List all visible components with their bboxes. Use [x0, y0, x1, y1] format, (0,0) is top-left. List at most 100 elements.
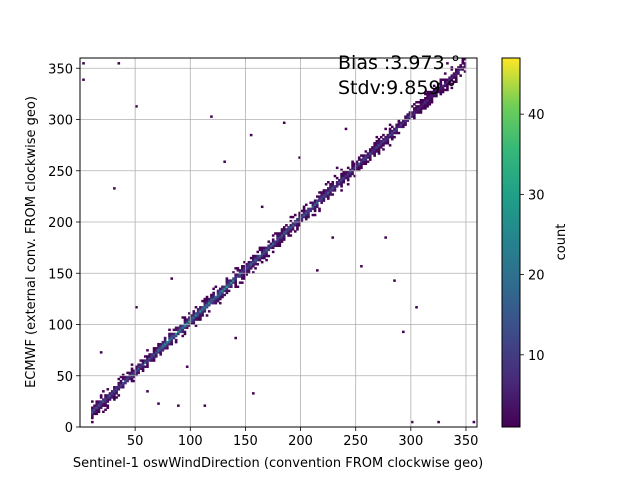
heatmap-cell [322, 189, 326, 192]
heatmap-cell [265, 254, 268, 258]
heatmap-cell [375, 140, 379, 143]
heatmap-cell [179, 330, 182, 334]
heatmap-cell [91, 406, 94, 409]
heatmap-cell [346, 170, 350, 174]
heatmap-cell [185, 322, 189, 325]
heatmap-cell [417, 111, 421, 114]
heatmap-cell [302, 205, 306, 209]
heatmap-cell [157, 345, 160, 348]
heatmap-cell [421, 99, 425, 102]
heatmap-cell [327, 191, 330, 194]
heatmap-cell [265, 258, 268, 262]
heatmap-cell [102, 402, 105, 405]
heatmap-cell [293, 230, 297, 233]
heatmap-cell [170, 336, 174, 340]
heatmap-cell [293, 224, 297, 227]
heatmap-cell [234, 283, 237, 286]
heatmap-cell [463, 70, 467, 73]
heatmap-cell [236, 267, 240, 270]
heatmap-cell [260, 248, 264, 252]
heatmap-cell [163, 345, 167, 348]
heatmap-cell [402, 119, 405, 122]
heatmap-cell [289, 224, 293, 227]
heatmap-cell [282, 228, 286, 231]
heatmap-cell [194, 306, 198, 309]
heatmap-cell [172, 328, 176, 332]
heatmap-cell [419, 111, 423, 114]
heatmap-cell [430, 96, 434, 100]
heatmap-cell [384, 236, 387, 239]
heatmap-cell [388, 144, 392, 147]
heatmap-cell [210, 299, 213, 303]
heatmap-cell [399, 123, 403, 127]
heatmap-cell [216, 299, 220, 303]
heatmap-cell [241, 267, 244, 270]
heatmap-cell [353, 164, 357, 168]
heatmap-cell [135, 373, 138, 377]
heatmap-cell [205, 306, 209, 309]
heatmap-cell [375, 146, 379, 149]
heatmap-cell [322, 197, 326, 200]
heatmap-cell [419, 109, 423, 112]
heatmap-cell [146, 363, 149, 366]
heatmap-cell [174, 340, 178, 344]
heatmap-cell [172, 334, 176, 338]
heatmap-cell [399, 121, 403, 124]
heatmap-cell [377, 142, 381, 145]
heatmap-cell [168, 334, 171, 338]
colorbar-tick-label: 30 [528, 188, 545, 203]
heatmap-cell [99, 400, 103, 403]
heatmap-cell [223, 285, 226, 288]
heatmap-cell [355, 160, 359, 163]
heatmap-cell [132, 373, 136, 377]
heatmap-cell [454, 76, 458, 79]
colorbar-tick-label: 20 [528, 269, 545, 284]
heatmap-cell [340, 174, 343, 178]
heatmap-cell [393, 135, 396, 139]
heatmap-cell [366, 152, 370, 155]
heatmap-cell [225, 279, 229, 282]
heatmap-cell [252, 256, 255, 260]
heatmap-cell [364, 154, 368, 157]
heatmap-cell [300, 215, 304, 219]
heatmap-cell [355, 164, 359, 168]
heatmap-cell [113, 386, 116, 389]
heatmap-cell [386, 140, 390, 143]
heatmap-cell [106, 394, 110, 397]
heatmap-cell [351, 162, 354, 165]
heatmap-cell [163, 340, 167, 344]
heatmap-cell [408, 117, 412, 120]
heatmap-cell [291, 228, 295, 231]
heatmap-cell [282, 226, 286, 229]
heatmap-cell [199, 308, 202, 311]
heatmap-cell [212, 299, 215, 303]
heatmap-cell [304, 217, 308, 221]
heatmap-cell [384, 127, 387, 131]
heatmap-cell [313, 201, 317, 204]
heatmap-cell [331, 189, 335, 192]
heatmap-cell [450, 82, 454, 86]
heatmap-cell [388, 127, 392, 131]
heatmap-cell [210, 297, 213, 301]
heatmap-cell [210, 115, 213, 118]
heatmap-cell [296, 222, 299, 225]
heatmap-cell [324, 193, 328, 196]
heatmap-cell [329, 193, 332, 196]
heatmap-cell [340, 172, 343, 176]
heatmap-cell [437, 86, 440, 90]
heatmap-cell [265, 248, 268, 252]
heatmap-cell [97, 410, 101, 414]
heatmap-cell [216, 297, 220, 301]
heatmap-cell [280, 234, 284, 237]
heatmap-cell [327, 197, 330, 200]
heatmap-cell [243, 269, 246, 272]
heatmap-cell [267, 240, 271, 243]
heatmap-cell [450, 76, 454, 79]
heatmap-cell [157, 351, 160, 354]
heatmap-cell [152, 351, 156, 354]
heatmap-cell [388, 123, 392, 127]
heatmap-cell [254, 254, 257, 258]
heatmap-cell [194, 316, 198, 319]
heatmap-cell [315, 199, 319, 202]
heatmap-cell [446, 62, 449, 65]
